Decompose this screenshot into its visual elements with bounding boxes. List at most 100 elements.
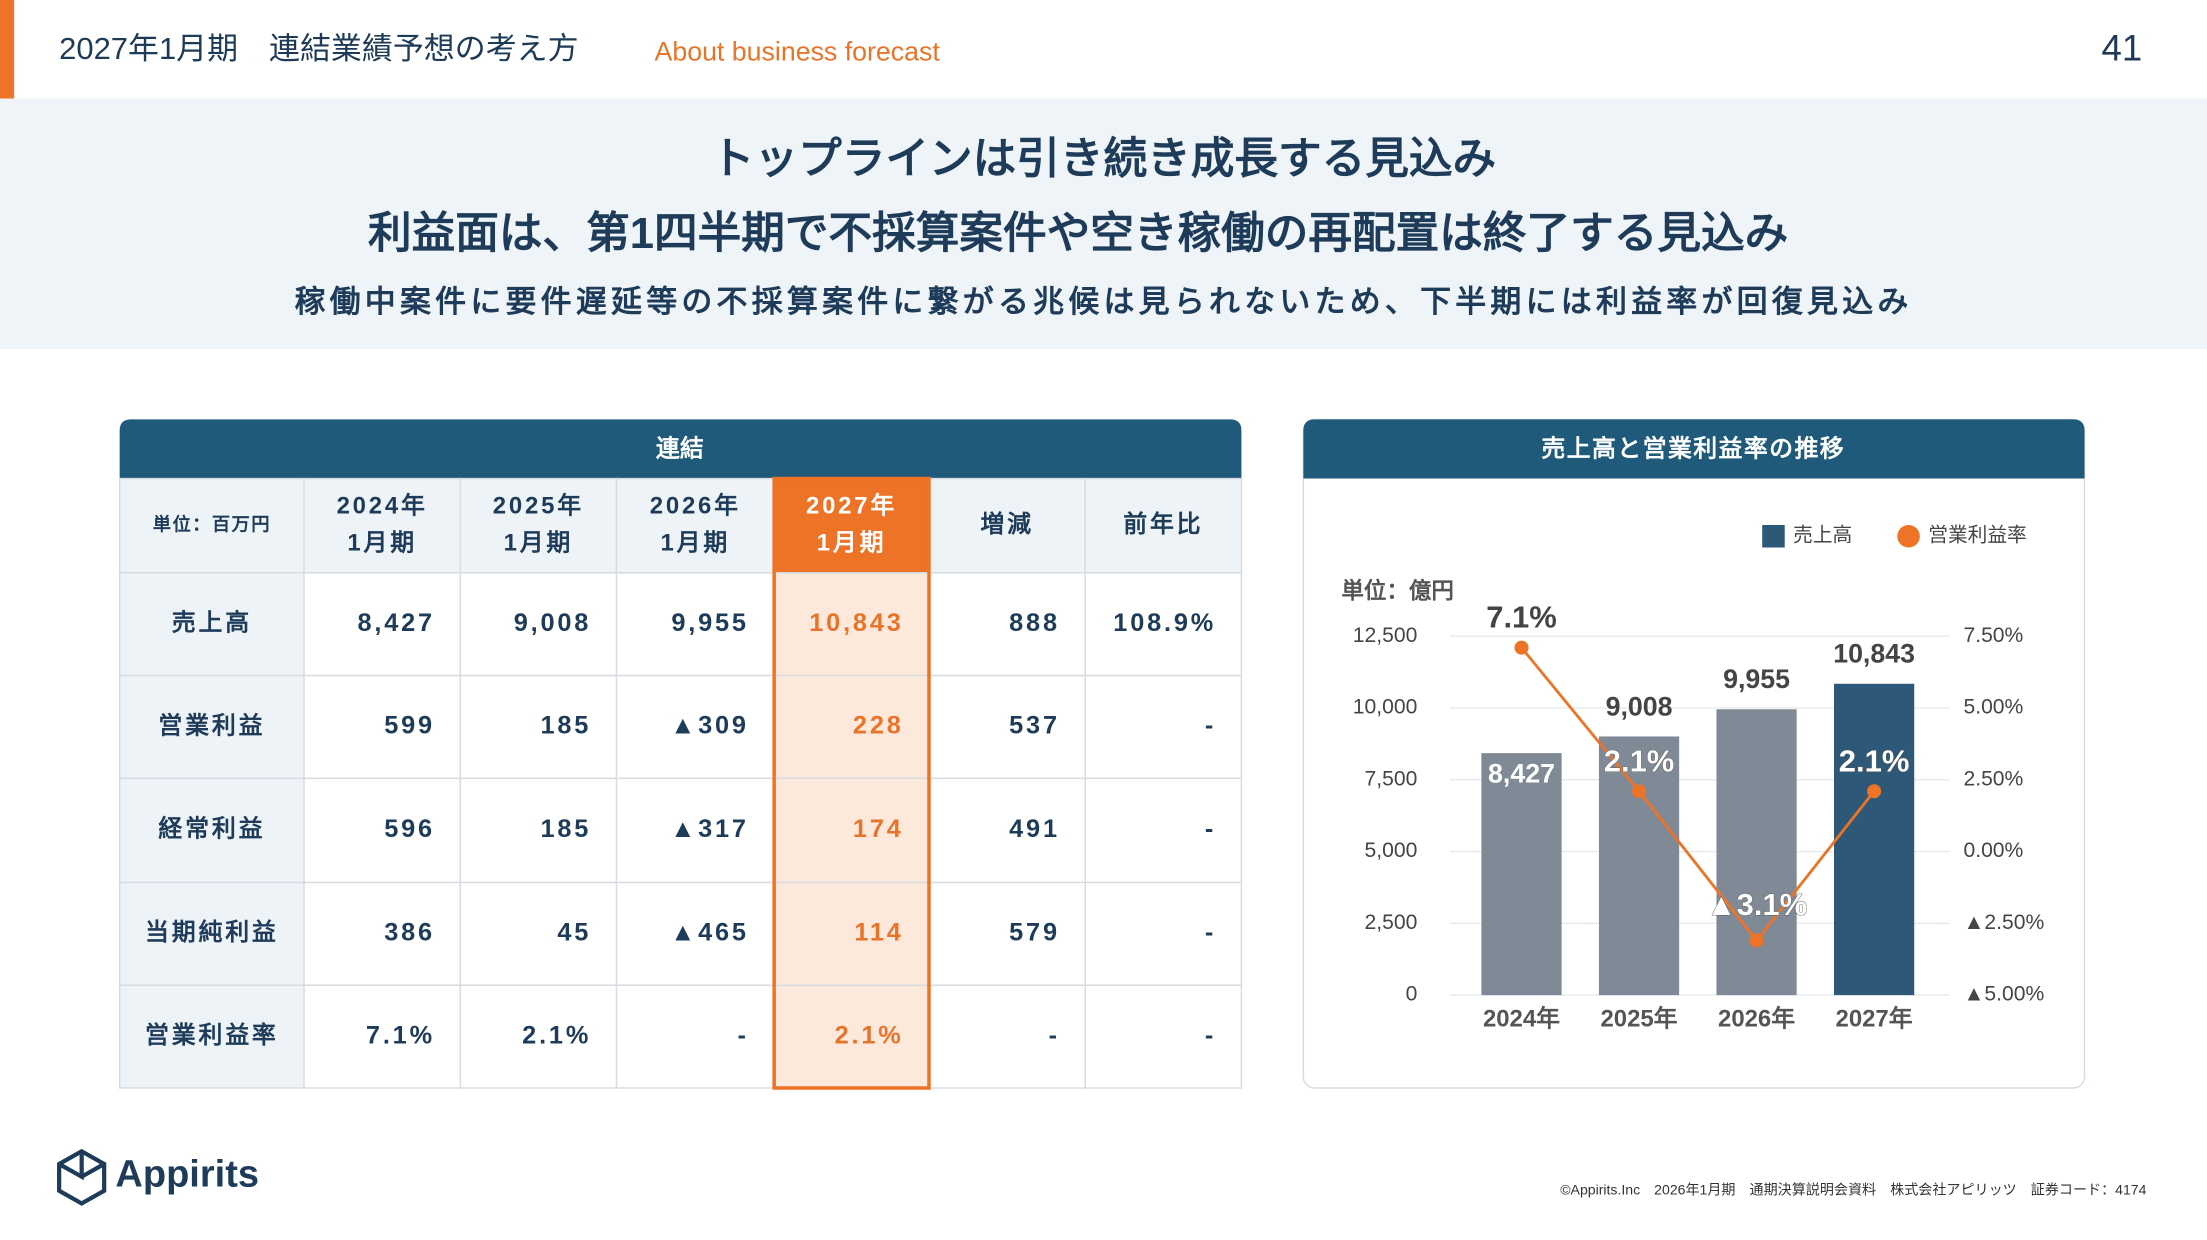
column-header: 2025年	[493, 492, 584, 520]
line-value-label: 2.1%	[1839, 743, 1910, 778]
y2-tick-label: 2.50%	[1963, 767, 2023, 790]
cell-value: 185	[540, 712, 591, 740]
line-point	[1749, 933, 1764, 948]
cell-value: 596	[384, 815, 435, 843]
accent-bar	[0, 0, 15, 99]
table-cell	[303, 572, 461, 677]
table-cell	[459, 984, 618, 1089]
cell-value: 10,843	[809, 609, 903, 637]
y-tick-label: 7,500	[1365, 767, 1418, 790]
cell-value: 45	[557, 919, 591, 947]
cell-value: 228	[853, 712, 904, 740]
cell-value: 537	[1009, 712, 1060, 740]
table-cell	[773, 777, 930, 884]
cell-value: 491	[1009, 815, 1060, 843]
line	[1520, 646, 1876, 943]
legend-label: 売上高	[1793, 524, 1852, 546]
row-label: 当期純利益	[145, 918, 279, 946]
table-cell	[773, 572, 930, 677]
unit-label: 単位：億円	[1341, 578, 1454, 604]
cell-value: 108.9%	[1113, 609, 1216, 637]
bar	[1598, 736, 1680, 996]
table-cell	[615, 984, 775, 1089]
table-cell	[928, 777, 1086, 884]
cell-value: -	[1205, 712, 1216, 740]
table-cell	[928, 674, 1086, 780]
bar-value-label: 9,955	[1723, 664, 1790, 694]
column-header: 1月期	[661, 529, 731, 556]
line-value-label: 2.1%	[1604, 743, 1675, 778]
cell-value: -	[1205, 1021, 1216, 1049]
x-tick-label: 2025年	[1601, 1005, 1678, 1033]
column-header: 1月期	[817, 529, 887, 556]
cell-value: ▲309	[670, 712, 749, 740]
table-cell	[1084, 572, 1243, 677]
table-cell	[928, 984, 1086, 1089]
cell-value: 114	[854, 919, 903, 947]
line-value-label: 7.1%	[1486, 600, 1557, 635]
table-header-bar	[119, 419, 1242, 479]
header-cell	[1084, 477, 1243, 574]
headline-band	[0, 98, 2207, 350]
table-cell	[1084, 881, 1243, 986]
bar-value-label: 8,427	[1488, 759, 1555, 789]
legend-swatch	[1897, 524, 1920, 548]
cell-value: 8,427	[357, 609, 434, 637]
line-point	[1632, 784, 1647, 799]
cell-value: 2.1%	[522, 1021, 591, 1049]
y-tick-label: 2,500	[1365, 911, 1418, 934]
table-cell	[118, 777, 305, 884]
table-cell	[459, 674, 618, 780]
cell-value: 174	[853, 815, 904, 843]
bar	[1481, 753, 1562, 996]
bar-value-label: 10,843	[1833, 639, 1915, 669]
headline: 稼働中案件に要件遅延等の不採算案件に繋がる兆候は見られないため、下半期には利益率…	[294, 284, 1912, 319]
table-cell	[459, 572, 618, 677]
highlight-border	[772, 476, 931, 1090]
y2-tick-label: ▲2.50%	[1963, 911, 2044, 934]
cell-value: ▲317	[670, 815, 749, 843]
legend-label: 営業利益率	[1928, 524, 2026, 546]
header-subtitle: About business forecast	[655, 37, 941, 67]
line-point	[1514, 640, 1529, 655]
row-label: 営業利益	[158, 711, 265, 739]
table-cell	[459, 777, 618, 884]
table-cell	[615, 777, 775, 884]
table-cell	[615, 881, 775, 986]
line-point	[1867, 784, 1882, 799]
cell-value: 185	[540, 815, 591, 843]
x-tick-label: 2026年	[1718, 1005, 1795, 1033]
y2-tick-label: 7.50%	[1963, 624, 2023, 647]
table-cell	[303, 881, 461, 986]
table-cell	[1084, 984, 1243, 1089]
column-header: 2026年	[650, 492, 741, 520]
x-tick-label: 2027年	[1836, 1005, 1913, 1033]
cell-value: 888	[1009, 609, 1060, 637]
table-cell	[118, 881, 305, 986]
table-cell	[303, 674, 461, 780]
cell-value: -	[1205, 815, 1216, 843]
cell-value: -	[1205, 919, 1216, 947]
footer-text: ©Appirits.Inc 2026年1月期 通期決算説明会資料 株式会社アピリ…	[1560, 1181, 2146, 1197]
column-header: 前年比	[1123, 510, 1203, 538]
table-cell	[1084, 674, 1243, 780]
bar	[1833, 683, 1915, 996]
logo: Appirits	[57, 1148, 259, 1206]
table-cell	[928, 881, 1086, 986]
table-cell	[615, 674, 775, 780]
cell-value: 9,008	[514, 609, 591, 637]
cell-value: -	[1049, 1021, 1060, 1049]
line-value-label: ▲3.1%	[1706, 887, 1807, 922]
table-cell	[118, 572, 305, 677]
logo-text: Appirits	[115, 1154, 259, 1196]
table-cell	[615, 572, 775, 677]
y-tick-label: 10,000	[1353, 696, 1418, 719]
page-number: 41	[2102, 27, 2143, 68]
logo-icon	[57, 1148, 107, 1206]
legend-swatch	[1762, 524, 1785, 548]
table-cell	[773, 881, 930, 986]
table-cell	[303, 777, 461, 884]
table-cell	[773, 674, 930, 780]
